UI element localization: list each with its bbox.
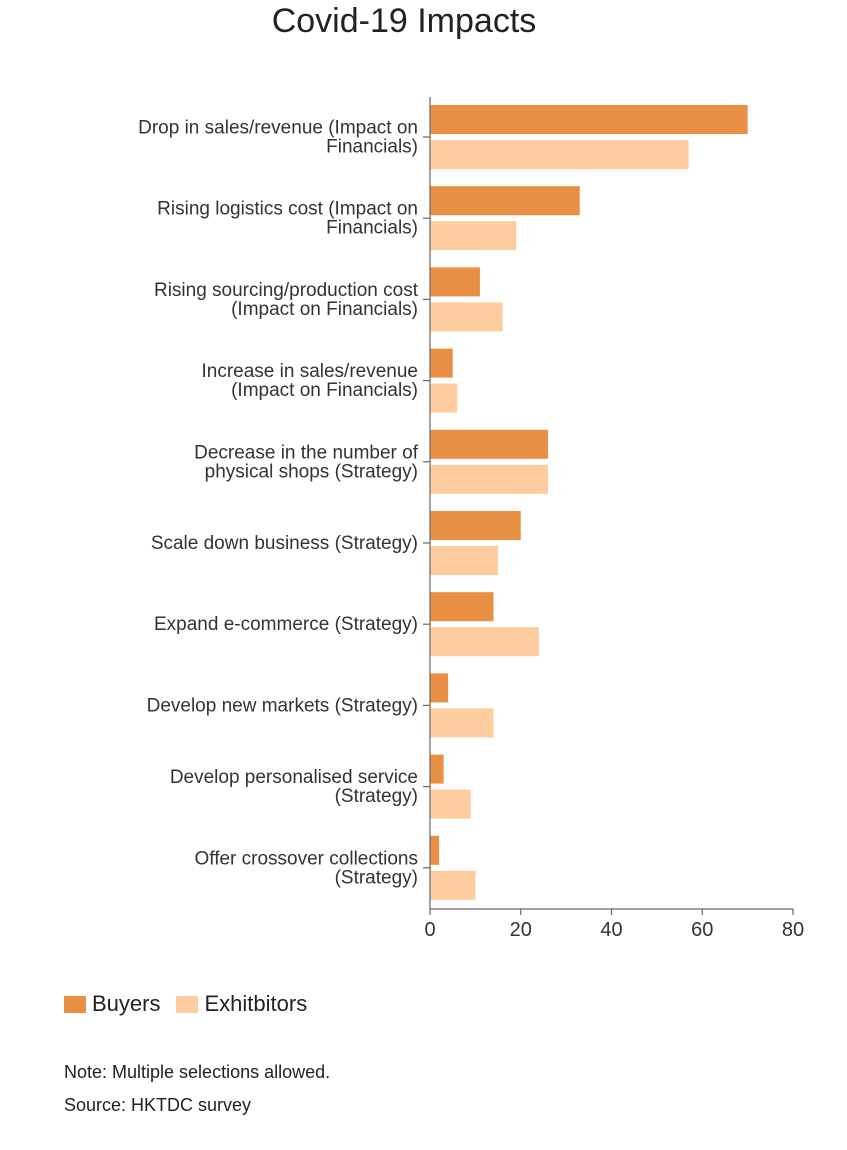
category-label-line: (Strategy) — [335, 786, 418, 807]
category-label-8: Develop personalised service (Strategy) — [170, 767, 418, 807]
legend-item-exhibitors[interactable]: Exhitbitors — [176, 991, 307, 1017]
bar-buyers-9[interactable] — [430, 835, 440, 865]
category-label-line: Increase in sales/revenue — [201, 361, 418, 382]
bar-buyers-2[interactable] — [430, 267, 480, 297]
legend-label-exhibitors: Exhitbitors — [204, 991, 308, 1016]
bar-buyers-7[interactable] — [430, 673, 449, 703]
category-label-line: Develop personalised service — [170, 767, 418, 788]
category-label-4: Decrease in the number of physical shops … — [194, 442, 419, 482]
category-label-line: Rising logistics cost (Impact on — [157, 199, 418, 220]
category-label-7: Develop new markets (Strategy) — [147, 695, 418, 716]
bar-buyers-1[interactable] — [430, 186, 580, 216]
legend: Buyers Exhitbitors — [64, 991, 323, 1017]
bar-exhitbitors-1[interactable] — [430, 221, 517, 251]
bar-buyers-4[interactable] — [430, 429, 548, 459]
bar-buyers-5[interactable] — [430, 511, 521, 540]
bar-buyers-0[interactable] — [430, 105, 748, 134]
category-label-line: Expand e-commerce (Strategy) — [154, 614, 418, 635]
axes-layer — [423, 97, 794, 915]
note-text: Note: Multiple selections allowed. — [64, 1062, 331, 1082]
chart-title: Covid-19 Impacts — [271, 2, 537, 40]
category-label-5: Scale down business (Strategy) — [151, 533, 418, 554]
x-tick-label-0: 0 — [424, 919, 435, 941]
category-label-3: Increase in sales/revenue (Impact on Fina… — [201, 361, 418, 401]
bars-layer — [430, 105, 748, 900]
bar-buyers-8[interactable] — [430, 754, 444, 784]
x-tick-label-1: 20 — [510, 919, 532, 941]
bar-exhitbitors-8[interactable] — [430, 789, 471, 819]
category-label-1: Rising logistics cost (Impact on Financia… — [157, 199, 418, 239]
category-label-line: Financials) — [326, 137, 418, 158]
x-tick-label-2: 40 — [600, 919, 622, 941]
category-label-line: (Strategy) — [335, 867, 418, 888]
bar-exhitbitors-2[interactable] — [430, 302, 503, 332]
bar-exhitbitors-6[interactable] — [430, 627, 539, 657]
category-label-0: Drop in sales/revenue (Impact on Financia… — [138, 118, 418, 158]
legend-swatch-buyers — [64, 995, 86, 1013]
category-label-line: Develop new markets (Strategy) — [147, 695, 418, 716]
category-label-line: Rising sourcing/production cost — [154, 280, 419, 301]
category-label-line: (Impact on Financials) — [231, 299, 418, 320]
bar-buyers-6[interactable] — [430, 592, 494, 622]
bar-exhitbitors-5[interactable] — [430, 546, 499, 575]
category-label-line: Decrease in the number of — [194, 442, 419, 463]
category-label-line: (Impact on Financials) — [231, 380, 418, 401]
category-label-line: physical shops (Strategy) — [205, 461, 418, 482]
x-tick-label-4: 80 — [782, 919, 804, 941]
source-text: Source: HKTDC survey — [64, 1095, 252, 1115]
category-label-line: Financials) — [326, 218, 418, 239]
bar-exhitbitors-3[interactable] — [430, 383, 458, 413]
legend-item-buyers[interactable]: Buyers — [64, 991, 160, 1017]
category-label-9: Offer crossover collections (Strategy) — [194, 848, 418, 888]
category-label-line: Drop in sales/revenue (Impact on — [138, 118, 418, 139]
legend-label-buyers: Buyers — [92, 991, 161, 1016]
bar-exhitbitors-4[interactable] — [430, 464, 548, 494]
chart-notes: Note: Multiple selections allowed. Sourc… — [64, 1056, 330, 1122]
category-label-line: Offer crossover collections — [194, 848, 418, 869]
bar-exhitbitors-9[interactable] — [430, 870, 476, 900]
category-label-6: Expand e-commerce (Strategy) — [154, 614, 418, 635]
x-tick-label-3: 60 — [691, 919, 713, 941]
bar-chart: Drop in sales/revenue (Impact on Financia… — [138, 97, 804, 942]
bar-exhitbitors-0[interactable] — [430, 140, 689, 169]
labels-layer: Drop in sales/revenue (Impact on Financia… — [138, 118, 804, 942]
legend-swatch-exhibitors — [176, 995, 199, 1013]
bar-exhitbitors-7[interactable] — [430, 708, 494, 738]
category-label-2: Rising sourcing/production cost (Impact o… — [154, 280, 419, 320]
category-label-line: Scale down business (Strategy) — [151, 533, 418, 554]
bar-buyers-3[interactable] — [430, 348, 453, 378]
